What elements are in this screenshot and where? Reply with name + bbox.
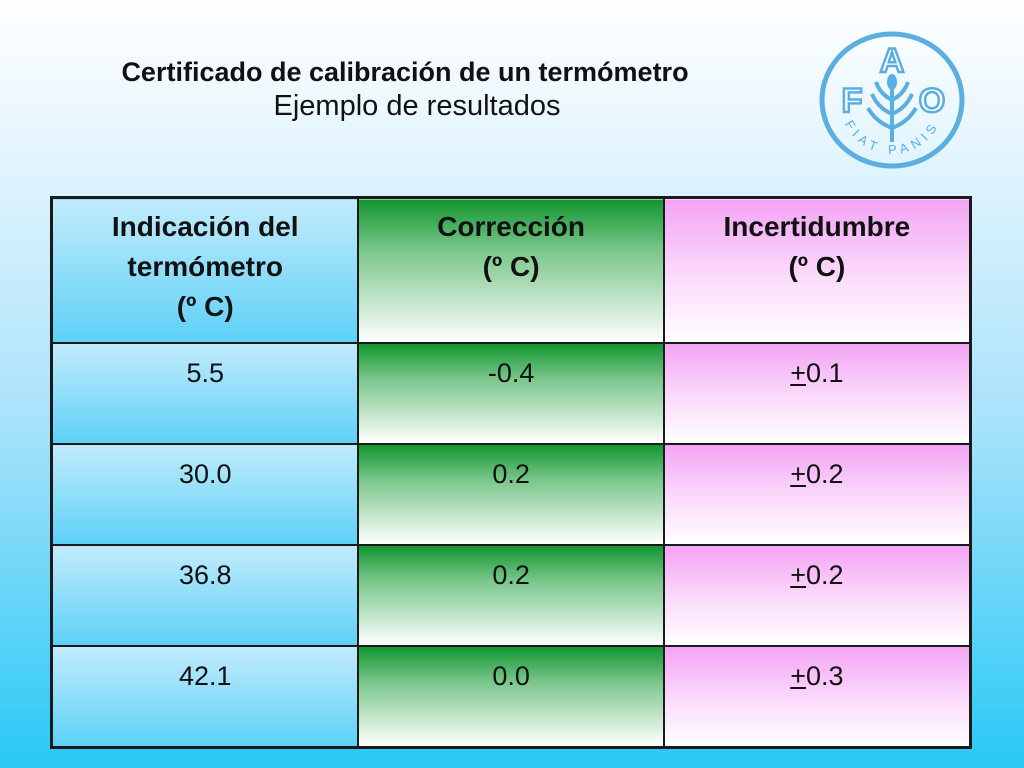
cell-incertidumbre: +0.2 xyxy=(662,443,972,546)
header-unit: (º C) xyxy=(788,251,846,282)
plus-minus-sign: + xyxy=(790,358,806,388)
cell-correccion: 0.2 xyxy=(357,443,665,546)
table-row: 42.1 0.0 +0.3 xyxy=(50,645,972,749)
table-row: 5.5 -0.4 +0.1 xyxy=(50,342,972,445)
page-title: Certificado de calibración de un termóme… xyxy=(121,57,689,87)
cell-correccion: 0.2 xyxy=(357,544,665,647)
uncertainty-value: 0.1 xyxy=(805,358,844,388)
cell-indicacion: 42.1 xyxy=(50,645,360,749)
table-row: 36.8 0.2 +0.2 xyxy=(50,544,972,647)
header-correccion: Corrección (º C) xyxy=(357,196,665,344)
title-block: Certificado de calibración de un termóme… xyxy=(0,55,810,123)
uncertainty-value: 0.2 xyxy=(805,560,844,590)
cell-correccion: -0.4 xyxy=(357,342,665,445)
logo-letter-f: F xyxy=(842,82,863,120)
cell-indicacion: 5.5 xyxy=(50,342,360,445)
header-incertidumbre: Incertidumbre (º C) xyxy=(662,196,972,344)
logo-letter-o: O xyxy=(919,82,945,120)
table-row: 30.0 0.2 +0.2 xyxy=(50,443,972,546)
logo-letter-a: A xyxy=(880,42,905,80)
header-label: Incertidumbre xyxy=(723,211,911,242)
plus-minus-sign: + xyxy=(790,661,806,691)
cell-incertidumbre: +0.1 xyxy=(662,342,972,445)
cell-indicacion: 30.0 xyxy=(50,443,360,546)
plus-minus-sign: + xyxy=(790,560,806,590)
header-unit: (º C) xyxy=(176,291,234,322)
cell-indicacion: 36.8 xyxy=(50,544,360,647)
header-label: Corrección xyxy=(437,211,586,242)
header-indicacion: Indicación del termómetro (º C) xyxy=(50,196,360,344)
plus-minus-sign: + xyxy=(790,459,806,489)
fao-logo-icon: F A O FIAT PANIS xyxy=(818,30,966,170)
cell-incertidumbre: +0.3 xyxy=(662,645,972,749)
cell-correccion: 0.0 xyxy=(357,645,665,749)
page-subtitle: Ejemplo de resultados xyxy=(273,90,561,122)
calibration-results-table: Indicación del termómetro (º C) Correcci… xyxy=(50,196,972,749)
table-header-row: Indicación del termómetro (º C) Correcci… xyxy=(50,196,972,344)
cell-incertidumbre: +0.2 xyxy=(662,544,972,647)
uncertainty-value: 0.3 xyxy=(805,661,844,691)
uncertainty-value: 0.2 xyxy=(805,459,844,489)
header-unit: (º C) xyxy=(482,251,540,282)
header-label: Indicación del termómetro xyxy=(111,211,299,282)
